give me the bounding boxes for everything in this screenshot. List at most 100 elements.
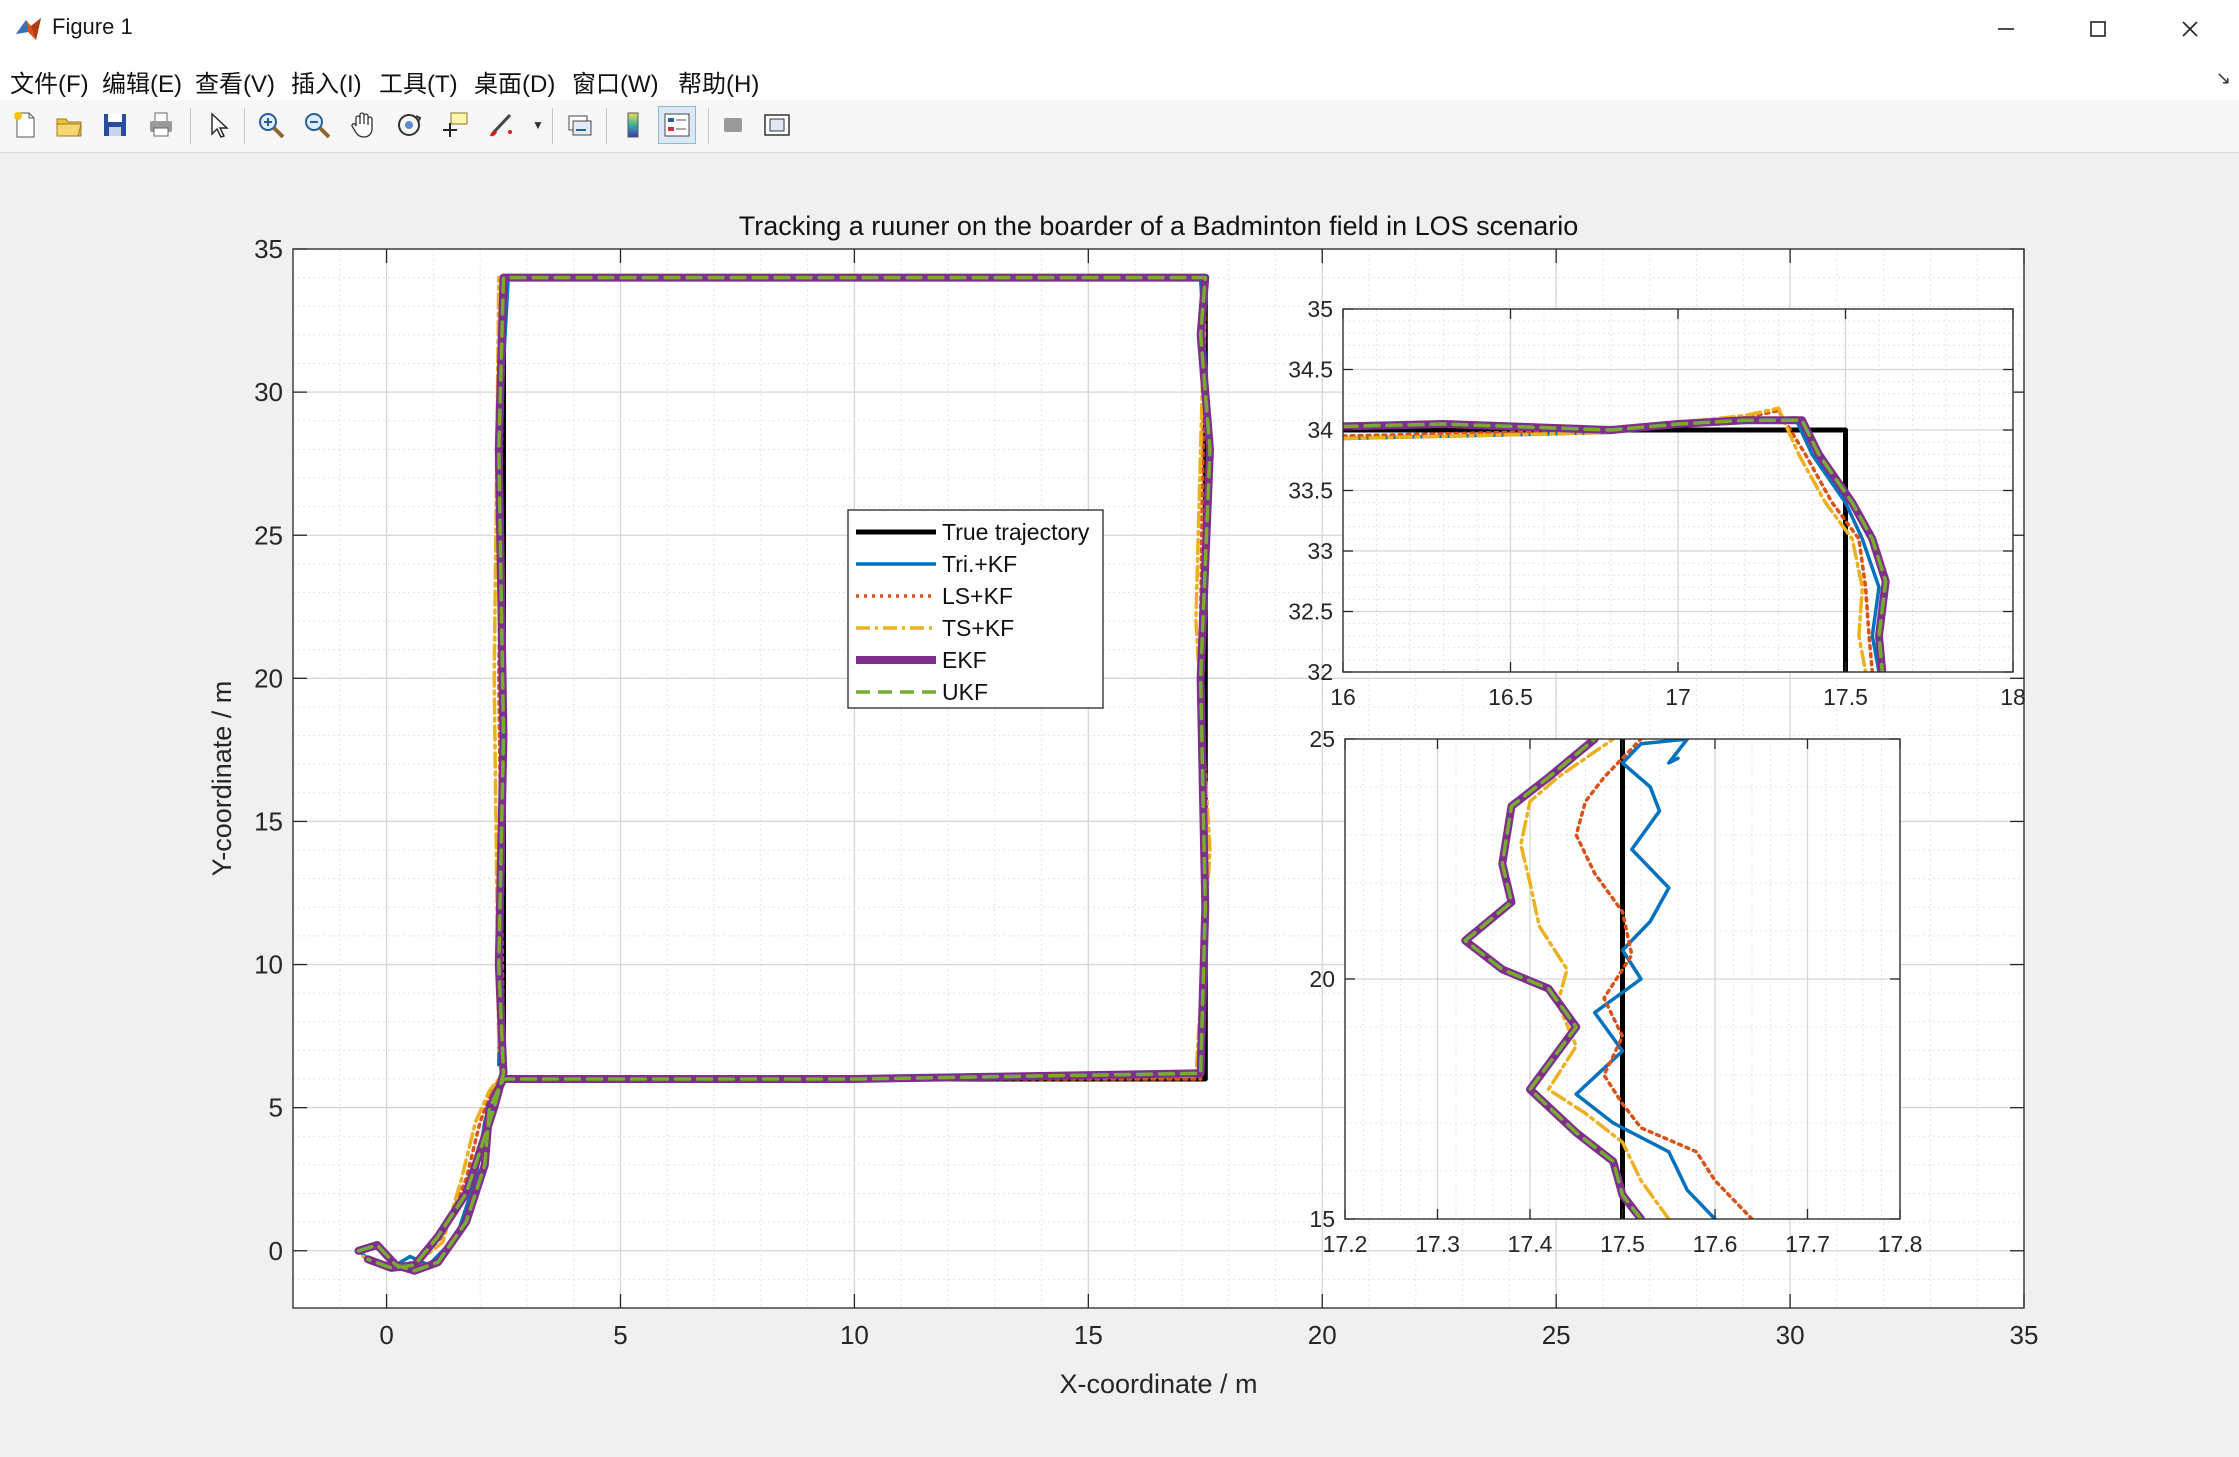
- menu-view[interactable]: 查看(V): [195, 71, 275, 98]
- menu-help[interactable]: 帮助(H): [678, 71, 760, 98]
- legend[interactable]: True trajectory Tri.+KF LS+KF TS+KF EKF UKF: [847, 509, 1104, 709]
- rotate-3d-icon: [398, 114, 422, 136]
- series-group: [354, 273, 1214, 1275]
- menu-tools[interactable]: 工具(T): [379, 71, 458, 98]
- y-tick-label: 30: [254, 377, 283, 407]
- x-tick-label: 17.6: [1693, 1231, 1738, 1257]
- menu-window[interactable]: 窗口(W): [572, 71, 659, 98]
- y-tick-label: 20: [254, 663, 283, 693]
- link-plot-icon: [568, 115, 592, 136]
- brush-button[interactable]: [482, 106, 520, 144]
- y-tick-label: 5: [269, 1093, 283, 1123]
- menu-edit[interactable]: 编辑(E): [102, 71, 182, 98]
- x-tick-label: 17.3: [1415, 1231, 1460, 1257]
- menu-insert[interactable]: 插入(I): [291, 71, 362, 98]
- series-group: [1461, 739, 1754, 1219]
- series-line-ukf: [1343, 418, 1888, 672]
- series-line-tri-kf: [1574, 739, 1717, 1219]
- legend-entry: UKF: [942, 679, 988, 705]
- window-titlebar: Figure 1: [0, 0, 2239, 59]
- legend-button[interactable]: [658, 106, 696, 144]
- zoom-in-icon: [259, 113, 285, 139]
- legend-entry: EKF: [942, 647, 987, 673]
- print-icon: [150, 112, 172, 137]
- dock-arrow-icon[interactable]: ↘: [2215, 68, 2231, 88]
- legend-entry: Tri.+KF: [942, 551, 1017, 577]
- hide-plot-tools-button[interactable]: [714, 106, 752, 144]
- figure-toolbar: ▼: [0, 100, 2239, 153]
- x-tick-label: 20: [1308, 1320, 1337, 1350]
- y-tick-label: 32: [1307, 659, 1333, 685]
- zoom-out-icon: [305, 113, 331, 139]
- series-line-ts-kf: [1519, 739, 1671, 1219]
- pointer-icon: [211, 112, 229, 138]
- x-tick-label: 10: [840, 1320, 869, 1350]
- x-tick-label: 17.4: [1508, 1231, 1553, 1257]
- plot-svg[interactable]: 0 5 10 15 20 25 30 35 0 5 10 15 20 25 30 35 Tracking a r…: [2, 153, 2237, 1452]
- x-tick-label: 17.2: [1323, 1231, 1368, 1257]
- x-tick-label: 17: [1665, 684, 1691, 710]
- maximize-icon: [2090, 21, 2106, 37]
- zoom-in-button[interactable]: [252, 106, 290, 144]
- pan-button[interactable]: [344, 106, 382, 144]
- hide-plot-tools-icon: [724, 118, 742, 132]
- series-line-ukf: [356, 275, 1212, 1273]
- colorbar-icon: [627, 112, 639, 138]
- series-group: [1343, 406, 1890, 672]
- y-tick-label: 32.5: [1288, 599, 1333, 625]
- colorbar-button[interactable]: [614, 106, 652, 144]
- x-tick-label: 17.8: [1878, 1231, 1923, 1257]
- x-tick-label: 5: [613, 1320, 627, 1350]
- series-line-ukf: [1463, 739, 1643, 1219]
- y-tick-label: 15: [1309, 1206, 1335, 1232]
- x-tick-label: 35: [2010, 1320, 2039, 1350]
- x-tick-label: 17.5: [1823, 684, 1868, 710]
- save-button[interactable]: [96, 106, 134, 144]
- y-tick-label: 10: [254, 950, 283, 980]
- legend-entry: TS+KF: [942, 615, 1014, 641]
- close-icon: [2182, 21, 2198, 37]
- close-button[interactable]: [2144, 0, 2236, 58]
- data-cursor-button[interactable]: [436, 106, 474, 144]
- y-tick-label: 35: [1307, 296, 1333, 322]
- x-tick-label: 16.5: [1488, 684, 1533, 710]
- matlab-icon: [16, 18, 41, 40]
- y-axis-label: Y-coordinate / m: [207, 681, 237, 877]
- y-tick-label: 15: [254, 807, 283, 837]
- menu-file[interactable]: 文件(F): [10, 71, 89, 98]
- show-plot-tools-button[interactable]: [758, 106, 796, 144]
- print-button[interactable]: [142, 106, 180, 144]
- y-tick-label: 33.5: [1288, 478, 1333, 504]
- x-tick-label: 30: [1776, 1320, 1805, 1350]
- brush-dropdown-icon[interactable]: ▼: [532, 118, 544, 132]
- save-icon: [104, 114, 126, 136]
- y-tick-label: 33: [1307, 538, 1333, 564]
- y-tick-label: 34.5: [1288, 357, 1333, 383]
- window-title: Figure 1: [52, 14, 133, 39]
- series-line-ls-kf: [1574, 739, 1754, 1219]
- y-tick-label: 34: [1307, 417, 1333, 443]
- y-tick-label: 25: [254, 520, 283, 550]
- y-tick-label: 25: [1309, 726, 1335, 752]
- axes-box: [292, 248, 2025, 1309]
- legend-icon: [664, 113, 690, 137]
- x-tick-label: 25: [1542, 1320, 1571, 1350]
- open-file-icon: [56, 118, 82, 137]
- maximize-button[interactable]: [2052, 0, 2144, 58]
- link-plot-button[interactable]: [560, 106, 598, 144]
- menu-desktop[interactable]: 桌面(D): [474, 71, 556, 98]
- show-plot-tools-icon: [764, 114, 790, 136]
- open-file-button[interactable]: [50, 106, 88, 144]
- new-figure-icon: [14, 112, 35, 138]
- x-tick-label: 17.7: [1785, 1231, 1830, 1257]
- x-tick-label: 15: [1074, 1320, 1103, 1350]
- new-figure-button[interactable]: [6, 106, 44, 144]
- minimize-button[interactable]: [1960, 0, 2052, 58]
- pointer-button[interactable]: [198, 106, 236, 144]
- x-tick-label: 18: [2000, 684, 2026, 710]
- zoom-out-button[interactable]: [298, 106, 336, 144]
- figure-canvas: 0 5 10 15 20 25 30 35 0 5 10 15 20 25 30 35 Tracking a r…: [2, 153, 2237, 1452]
- x-axis-label: X-coordinate / m: [1059, 1369, 1257, 1399]
- x-tick-label: 16: [1330, 684, 1356, 710]
- rotate-3d-button[interactable]: [390, 106, 428, 144]
